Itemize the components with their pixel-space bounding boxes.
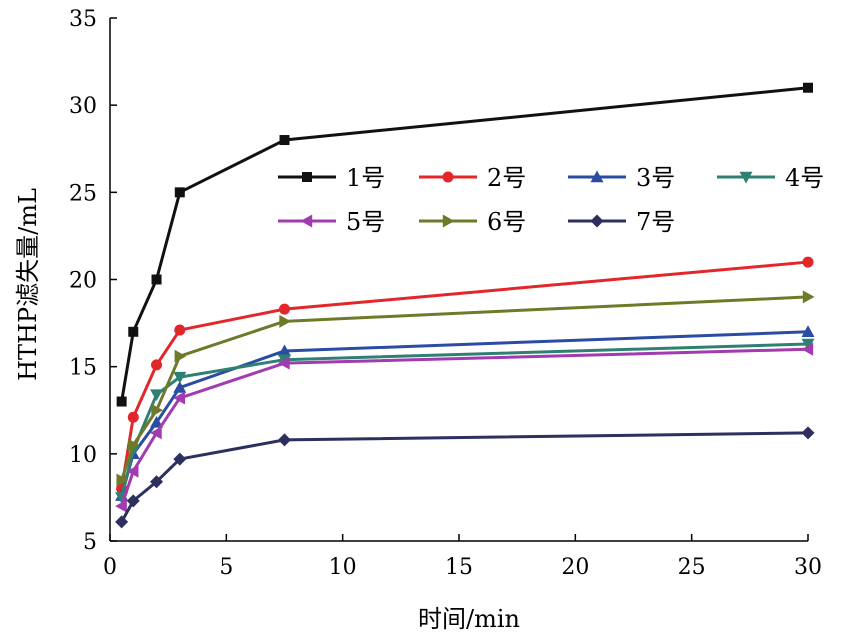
x-tick-label: 5 [219,555,233,580]
series-line-5 [120,347,809,507]
data-point [279,135,290,146]
data-point [150,415,164,428]
series-line-1 [120,86,809,402]
data-point [802,290,815,304]
x-tick-label: 25 [678,555,706,580]
series-line-2 [120,260,809,489]
data-point [174,187,185,198]
x-tick-label: 30 [794,555,822,580]
legend-marker [300,214,313,228]
data-point [174,349,187,363]
x-axis-label: 时间/min [418,605,520,633]
data-point [801,325,815,337]
x-tick-label: 20 [561,555,589,580]
legend-label: 5号 [346,208,385,236]
data-point [802,256,814,268]
data-point [803,82,813,93]
legend-marker [442,214,455,228]
data-point [151,359,163,371]
x-tick-label: 10 [329,555,357,580]
y-tick-label: 25 [69,181,97,206]
legend-item-5: 5号 [278,208,385,236]
series-7 [115,426,815,529]
data-point [150,426,162,440]
data-point [150,475,164,489]
data-point [116,473,129,487]
x-tick-label: 15 [445,555,473,580]
legend-item-6: 6号 [419,208,526,236]
data-point [127,411,139,423]
data-point [801,426,815,440]
data-point [173,391,185,405]
data-point [279,303,290,315]
y-tick-label: 20 [69,269,97,294]
series-layer [115,82,815,529]
data-point [278,433,291,447]
data-point [279,314,291,328]
data-point [150,389,164,402]
legend-label: 1号 [346,164,385,192]
data-point [116,396,127,407]
y-tick-label: 10 [69,443,97,468]
y-axis-label: HTHP滤失量/mL [14,188,42,381]
series-line-3 [120,330,809,497]
x-tick-label: 0 [103,555,117,580]
y-tick-label: 35 [69,7,97,32]
data-point [278,356,290,370]
data-point [801,338,815,351]
series-line-6 [120,295,809,481]
data-point [126,464,139,478]
series-6 [116,290,815,487]
y-tick-label: 30 [69,94,97,119]
legend-label: 6号 [487,208,526,236]
legend-label: 3号 [636,164,675,192]
data-point [115,515,129,529]
data-point [173,381,187,393]
legend-label: 4号 [785,164,824,192]
data-point [128,438,140,452]
legend-item-7: 7号 [568,208,675,236]
legend-marker [590,170,604,183]
data-point [151,403,164,417]
series-2 [116,256,814,495]
data-point [174,324,186,336]
legend-marker [442,171,454,183]
y-tick-label: 15 [69,356,97,381]
y-tick-label: 5 [83,530,97,555]
legend-item-1: 1号 [278,164,385,192]
series-5 [115,342,814,513]
series-line-4 [120,342,809,498]
legend-marker [302,172,312,182]
legend-marker [590,214,604,228]
data-point [173,452,187,466]
legend-label: 2号 [487,164,526,192]
legend-item-3: 3号 [568,164,675,192]
data-point [278,344,291,357]
data-point [128,326,139,337]
data-point [151,274,162,285]
data-point [173,371,187,384]
data-point [126,494,140,508]
legend-item-4: 4号 [717,164,824,192]
series-line-7 [120,431,809,523]
legend-item-2: 2号 [419,164,526,192]
data-point [801,342,814,356]
data-point [115,499,127,513]
series-4 [115,338,815,504]
legend-marker [739,171,753,184]
series-1 [116,82,813,407]
legend: 1号 2号 3号 4号 5号 6号 7号 [278,164,824,236]
legend-label: 7号 [636,208,675,236]
